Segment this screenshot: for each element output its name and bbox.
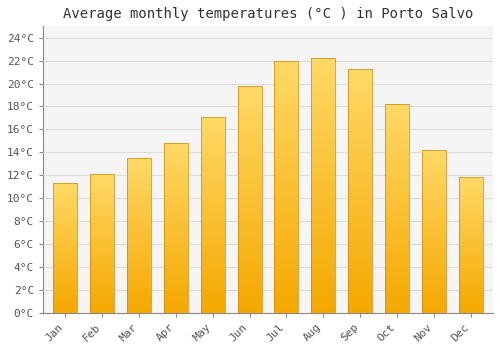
Bar bbox=[200, 117, 224, 313]
Bar bbox=[127, 158, 151, 313]
Bar bbox=[385, 104, 409, 313]
Bar bbox=[459, 177, 483, 313]
Bar bbox=[90, 174, 114, 313]
Title: Average monthly temperatures (°C ) in Porto Salvo: Average monthly temperatures (°C ) in Po… bbox=[63, 7, 473, 21]
Bar bbox=[312, 58, 336, 313]
Bar bbox=[53, 183, 77, 313]
Bar bbox=[422, 150, 446, 313]
Bar bbox=[274, 61, 298, 313]
Bar bbox=[164, 143, 188, 313]
Bar bbox=[238, 86, 262, 313]
Bar bbox=[348, 69, 372, 313]
